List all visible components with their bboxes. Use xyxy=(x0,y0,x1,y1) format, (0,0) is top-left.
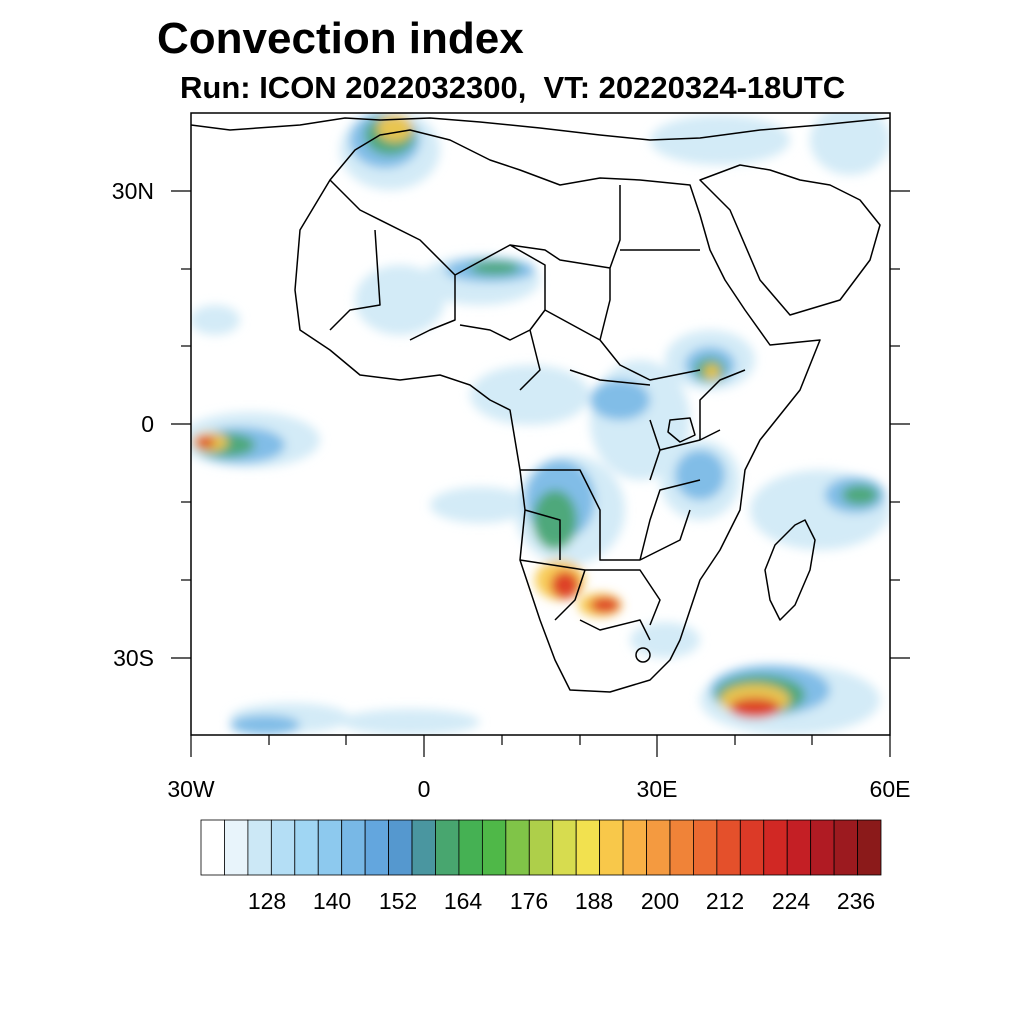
colorbar-swatch xyxy=(341,819,366,876)
colorbar-swatch xyxy=(388,819,413,876)
colorbar-swatch xyxy=(458,819,483,876)
colorbar-swatch xyxy=(622,819,647,876)
colorbar-swatch xyxy=(294,819,319,876)
colorbar-swatch xyxy=(669,819,694,876)
colorbar-swatch xyxy=(857,819,882,876)
colorbar xyxy=(200,819,882,876)
colorbar-swatch xyxy=(716,819,741,876)
country-borders xyxy=(329,179,746,641)
x-label-30e: 30E xyxy=(636,776,678,802)
y-label-0: 0 xyxy=(141,411,154,437)
colorbar-swatch xyxy=(575,819,601,876)
x-label-60e: 60E xyxy=(869,776,911,802)
colorbar-swatch xyxy=(810,819,835,876)
colorbar-swatch xyxy=(833,819,858,876)
colorbar-swatch xyxy=(317,819,343,876)
axis-ticks xyxy=(171,190,910,757)
europe-coastline xyxy=(191,117,890,141)
colorbar-swatch xyxy=(270,819,296,876)
colorbar-swatch xyxy=(739,819,765,876)
colorbar-label: 176 xyxy=(509,888,549,914)
colorbar-swatch xyxy=(411,819,436,876)
colorbar-swatch xyxy=(786,819,812,876)
map-subtitle: Run: ICON 2022032300, VT: 20220324-18UTC xyxy=(180,70,846,105)
colorbar-swatch xyxy=(364,819,389,876)
colorbar-swatch xyxy=(552,819,577,876)
colorbar-label: 164 xyxy=(443,888,483,914)
colorbar-swatch xyxy=(200,819,225,876)
colorbar-swatch xyxy=(693,819,718,876)
colorbar-swatch xyxy=(247,819,272,876)
coastlines-borders xyxy=(191,117,890,693)
colorbar-label: 140 xyxy=(312,888,352,914)
colorbar-swatch xyxy=(224,819,249,876)
arabia-coastline xyxy=(699,164,881,316)
colorbar-label: 188 xyxy=(574,888,614,914)
colorbar-label: 224 xyxy=(771,888,811,914)
x-label-30w: 30W xyxy=(167,776,215,802)
colorbar-label: 152 xyxy=(378,888,418,914)
colorbar-swatch xyxy=(435,819,460,876)
y-label-30n: 30N xyxy=(111,178,154,204)
x-label-0: 0 xyxy=(417,776,431,802)
colorbar-label: 212 xyxy=(705,888,745,914)
colorbar-swatch xyxy=(646,819,671,876)
colorbar-swatch xyxy=(599,819,624,876)
colorbar-swatch xyxy=(528,819,554,876)
africa-coastline xyxy=(294,129,821,693)
colorbar-label: 236 xyxy=(836,888,876,914)
colorbar-swatch xyxy=(505,819,530,876)
convection-field xyxy=(191,113,890,735)
colorbar-label: 200 xyxy=(640,888,680,914)
map-title: Convection index xyxy=(157,14,524,63)
colorbar-swatch xyxy=(763,819,788,876)
colorbar-label: 128 xyxy=(247,888,287,914)
y-label-30s: 30S xyxy=(113,645,154,671)
colorbar-swatch xyxy=(481,819,507,876)
madagascar-coastline xyxy=(764,519,816,621)
